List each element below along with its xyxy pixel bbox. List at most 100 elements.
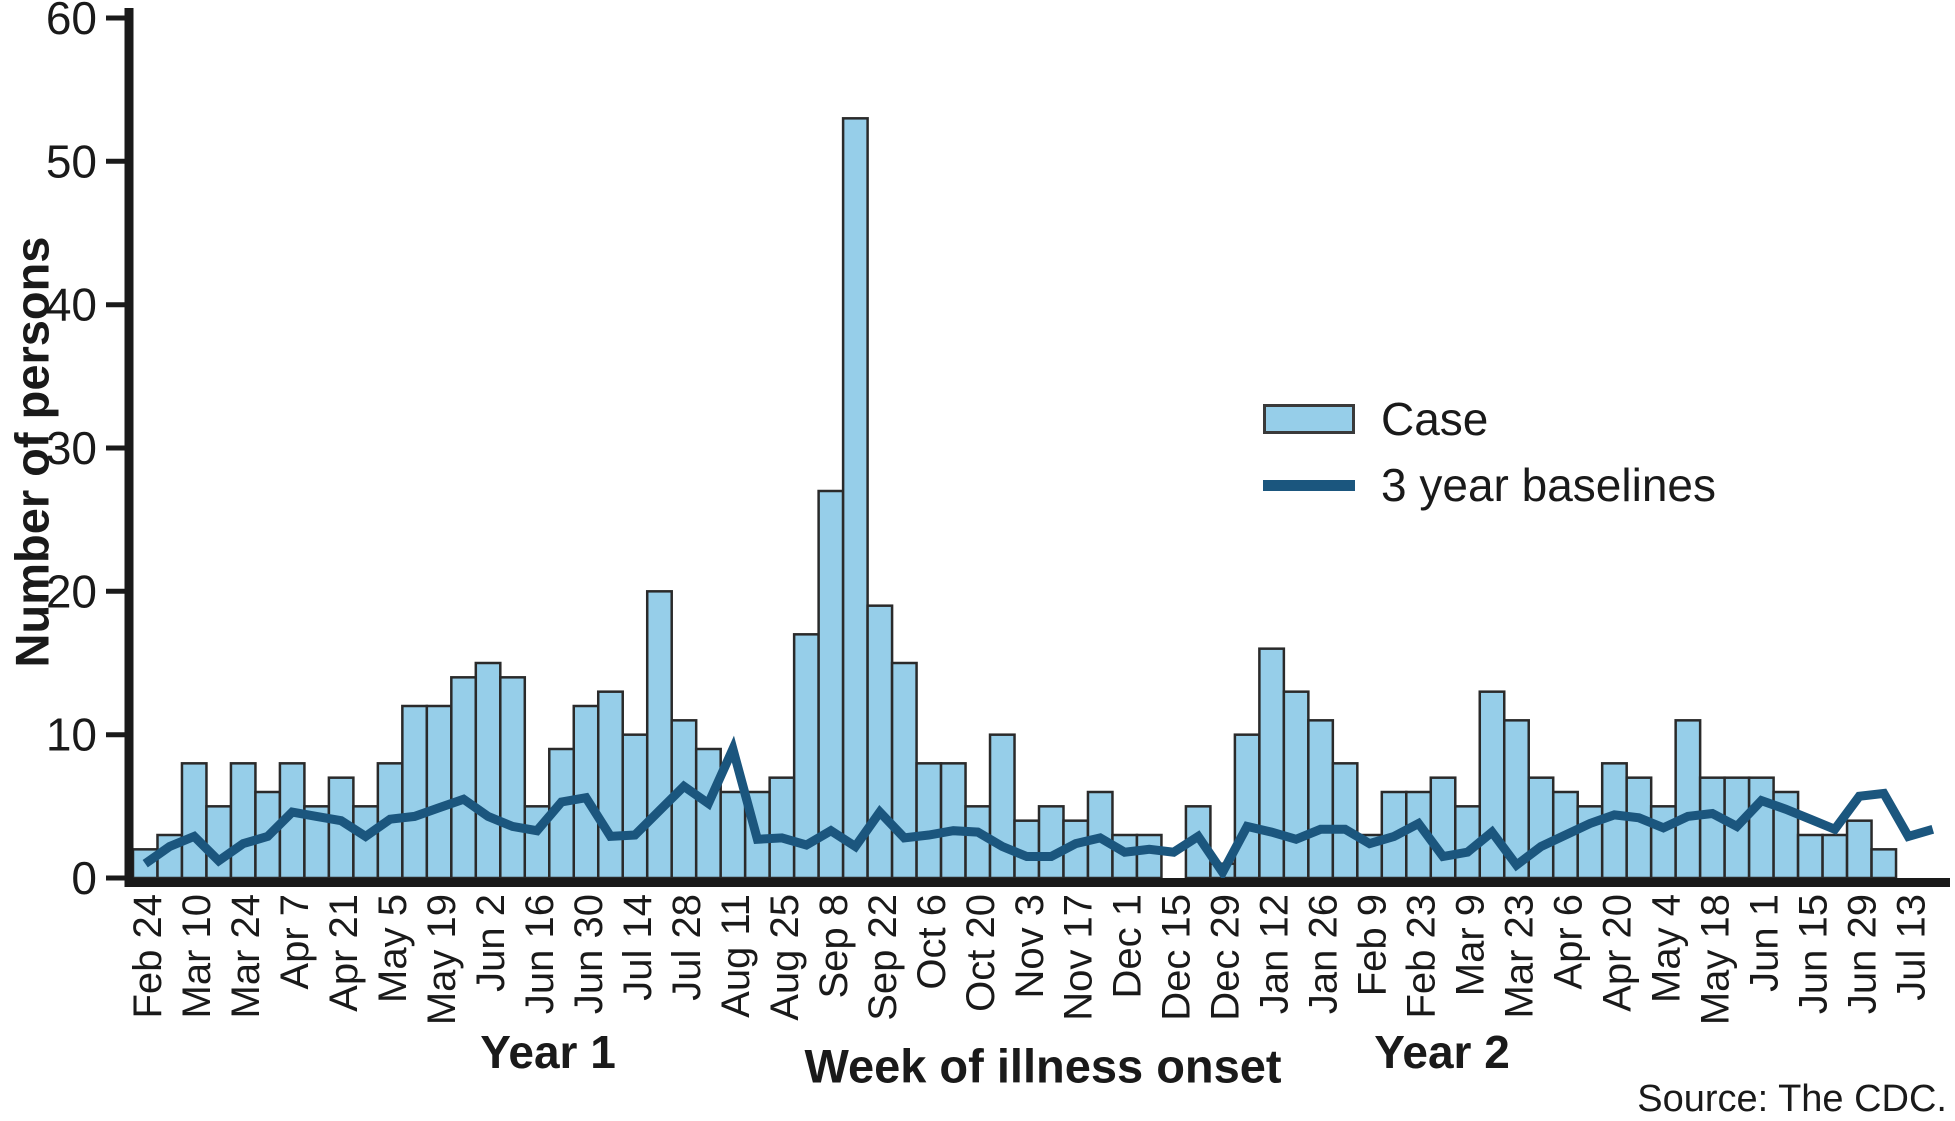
case-bar (890, 661, 918, 880)
x-tick-label: Nov 3 (1008, 894, 1052, 999)
x-tick-label: Nov 17 (1057, 894, 1101, 1021)
x-tick-label: Mar 10 (175, 894, 219, 1019)
x-tick-label: Mar 9 (1449, 894, 1493, 996)
case-bar (939, 762, 967, 880)
case-bar (499, 676, 527, 880)
x-tick-label: Jun 1 (1742, 894, 1786, 992)
case-bar (1135, 833, 1163, 880)
case-bar (1821, 833, 1849, 880)
x-tick-label: Jan 26 (1302, 894, 1346, 1014)
case-bar (1649, 805, 1677, 880)
x-tick-label: May 4 (1644, 894, 1688, 1003)
x-tick-label: Jul 14 (616, 894, 660, 1001)
case-bar (572, 704, 600, 880)
year2-label: Year 2 (1374, 1026, 1510, 1078)
case-bar (1747, 776, 1775, 880)
x-tick-label: May 19 (420, 894, 464, 1025)
case-bar (450, 676, 478, 880)
y-tick-label: 20 (46, 565, 97, 617)
x-tick-label: Aug 11 (714, 894, 758, 1018)
case-bar (596, 690, 624, 880)
x-tick-label: Jun 2 (469, 894, 513, 992)
x-tick-label: May 18 (1693, 894, 1737, 1025)
x-tick-label: Feb 23 (1400, 894, 1444, 1019)
legend-item-case: Case (1263, 392, 1716, 446)
y-tick-label: 0 (71, 852, 97, 904)
x-tick-label: Dec 1 (1106, 894, 1150, 999)
x-tick-label: Apr 20 (1595, 894, 1639, 1012)
case-bar (425, 704, 453, 880)
x-tick-label: Jun 29 (1840, 894, 1884, 1014)
x-tick-label: Apr 6 (1547, 894, 1591, 990)
case-bar (1625, 776, 1653, 880)
case-bar (915, 762, 943, 880)
case-bar (1307, 719, 1335, 880)
legend: Case 3 year baselines (1263, 392, 1716, 512)
x-tick-label: Oct 6 (910, 894, 954, 990)
y-axis-title: Number of persons (5, 236, 59, 668)
x-tick-label: Feb 9 (1351, 894, 1395, 996)
x-tick-label: Dec 29 (1204, 894, 1248, 1021)
y-tick-label: 60 (46, 0, 97, 44)
case-bar (1870, 848, 1898, 880)
case-bar (1282, 690, 1310, 880)
case-bar (1233, 733, 1261, 880)
legend-case-label: Case (1381, 393, 1489, 445)
x-tick-label: Sep 8 (812, 894, 856, 999)
case-bar (1674, 719, 1702, 880)
y-tick-label: 10 (46, 709, 97, 761)
x-tick-label: Apr 7 (273, 894, 317, 990)
case-bar (719, 790, 747, 880)
x-tick-label: Jan 12 (1253, 894, 1297, 1014)
case-bar (768, 776, 796, 880)
case-bar (841, 117, 869, 880)
x-axis-title: Week of illness onset (804, 1039, 1282, 1093)
baseline-series-line (142, 735, 1935, 881)
case-bar (1331, 762, 1359, 880)
case-bar (352, 805, 380, 880)
x-tick-label: Feb 24 (126, 894, 170, 1019)
x-tick-label: Apr 21 (322, 894, 366, 1012)
y-tick-label: 50 (46, 135, 97, 187)
x-tick-label: Jun 16 (518, 894, 562, 1014)
case-bar (1796, 833, 1824, 880)
x-tick-label: Jun 30 (567, 894, 611, 1014)
x-tick-label: Jul 28 (665, 894, 709, 1001)
case-bar (1258, 647, 1286, 880)
case-bar (694, 747, 722, 880)
case-bar (1527, 776, 1555, 880)
case-bar (621, 733, 649, 880)
case-bar (1111, 833, 1139, 880)
x-tick-label: Aug 25 (763, 894, 807, 1021)
x-tick-label: Mar 23 (1498, 894, 1542, 1019)
case-bar (401, 704, 429, 880)
case-bar (817, 489, 845, 880)
case-bar (1698, 776, 1726, 880)
x-tick-label: Jul 13 (1889, 894, 1933, 1001)
case-bar (474, 661, 502, 880)
x-tick-label: Jun 15 (1791, 894, 1835, 1014)
x-tick-label: Oct 20 (959, 894, 1003, 1012)
case-bar (205, 805, 233, 880)
case-bar (1429, 776, 1457, 880)
case-bar (1037, 805, 1065, 880)
legend-item-baselines: 3 year baselines (1263, 458, 1716, 512)
x-tick-label: Dec 15 (1155, 894, 1199, 1021)
x-tick-label: Sep 22 (861, 894, 905, 1021)
legend-baseline-swatch (1263, 479, 1355, 491)
y-tick-label: 40 (46, 279, 97, 331)
legend-case-swatch (1263, 404, 1355, 434)
case-bar (180, 762, 208, 880)
x-tick-label: Mar 24 (224, 894, 268, 1019)
case-bar (988, 733, 1016, 880)
case-bar (1845, 819, 1873, 880)
case-bar (866, 604, 894, 880)
legend-baseline-label: 3 year baselines (1381, 459, 1716, 511)
y-tick-label: 30 (46, 422, 97, 474)
case-bar (229, 762, 257, 880)
year1-label: Year 1 (480, 1026, 616, 1078)
x-tick-label: May 5 (371, 894, 415, 1003)
case-bar (645, 590, 673, 880)
